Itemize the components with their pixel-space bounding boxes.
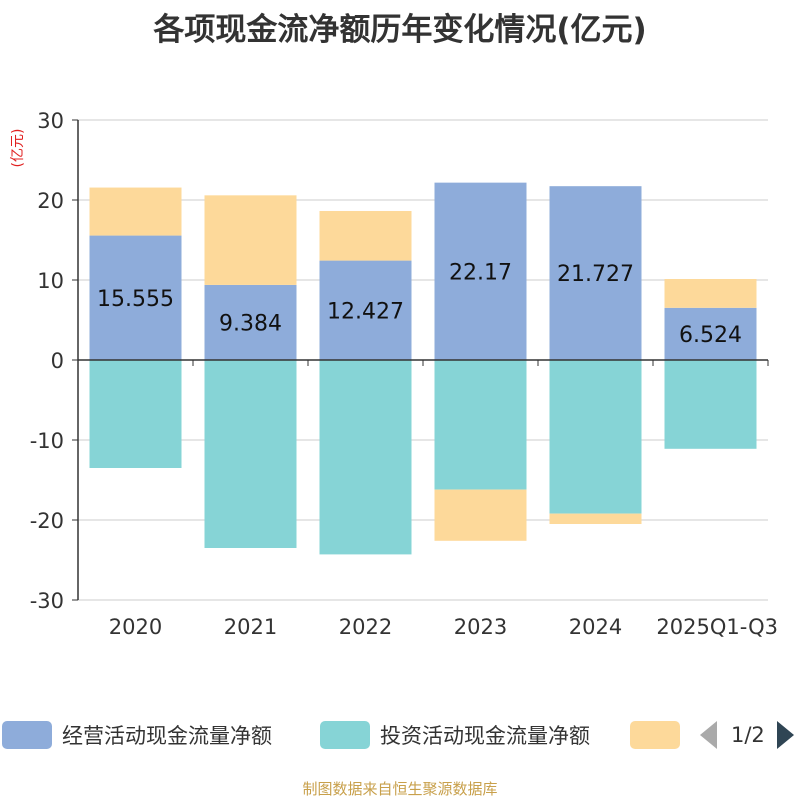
y-tick-label: 0: [51, 349, 64, 373]
data-label: 22.17: [449, 260, 512, 285]
bar-operating: [89, 235, 182, 360]
y-tick-label: -20: [30, 509, 64, 533]
legend-item-operating[interactable]: 经营活动现金流量净额: [2, 717, 272, 753]
legend-swatch-financing: [630, 721, 680, 749]
chart-title: 各项现金流净额历年变化情况(亿元): [153, 12, 647, 48]
bar-investing: [89, 360, 182, 468]
x-tick-label: 2025Q1-Q3: [656, 615, 778, 639]
data-label: 9.384: [219, 311, 282, 336]
x-tick-label: 2024: [569, 615, 622, 639]
legend-swatch-operating: [2, 721, 52, 749]
x-tick-label: 2022: [339, 615, 392, 639]
bar-third: [319, 210, 412, 261]
bar-investing: [319, 360, 412, 555]
bar-operating: [204, 284, 297, 360]
legend-item-financing[interactable]: [630, 717, 680, 753]
legend-next-page-icon[interactable]: [776, 721, 794, 749]
y-tick-label: 30: [37, 109, 64, 133]
data-source-note: 制图数据来自恒生聚源数据库: [302, 780, 498, 798]
legend-prev-page-icon[interactable]: [700, 721, 717, 749]
bar-operating: [319, 260, 412, 360]
data-label: 12.427: [327, 299, 404, 324]
legend-swatch-investing: [320, 721, 370, 749]
y-tick-label: 20: [37, 189, 64, 213]
x-tick-label: 2023: [454, 615, 507, 639]
legend-pager: 1/2: [700, 717, 794, 753]
bar-third: [549, 513, 642, 524]
bar-investing: [664, 360, 757, 449]
legend: 经营活动现金流量净额 投资活动现金流量净额 1/2: [0, 717, 800, 753]
chart-area: 30 20 10 0 -10 -20 -30 (亿元) 15.555 9.384 12.427 22.…: [10, 109, 778, 639]
legend-label-operating: 经营活动现金流量净额: [62, 724, 272, 748]
bar-third: [89, 187, 182, 236]
bar-investing: [434, 360, 527, 490]
bar-operating: [664, 307, 757, 360]
bar-operating: [434, 182, 527, 360]
legend-label-investing: 投资活动现金流量净额: [380, 724, 590, 748]
bar-third: [664, 279, 757, 308]
y-tick-label: 10: [37, 269, 64, 293]
y-tick-label: -10: [30, 429, 64, 453]
bar-investing: [549, 360, 642, 514]
data-label: 21.727: [557, 262, 634, 287]
x-tick-label: 2021: [224, 615, 277, 639]
data-label: 15.555: [97, 287, 174, 312]
bar-investing: [204, 360, 297, 548]
y-tick-label: -30: [30, 589, 64, 613]
bar-operating: [549, 186, 642, 360]
legend-page-indicator: 1/2: [731, 723, 765, 747]
bar-third: [434, 489, 527, 541]
bar-third: [204, 195, 297, 285]
legend-item-investing[interactable]: 投资活动现金流量净额: [320, 717, 590, 753]
x-tick-label: 2020: [109, 615, 162, 639]
data-label: 6.524: [679, 323, 742, 348]
y-axis-unit-label: (亿元): [10, 129, 26, 168]
